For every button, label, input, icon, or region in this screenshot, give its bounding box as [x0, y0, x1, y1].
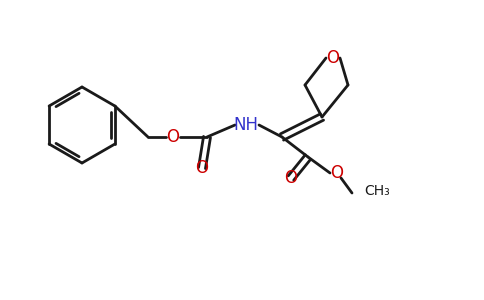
Text: CH₃: CH₃: [364, 184, 390, 198]
Text: NH: NH: [233, 116, 258, 134]
Text: O: O: [166, 128, 180, 146]
Text: O: O: [285, 169, 298, 187]
Text: O: O: [196, 159, 209, 177]
Text: O: O: [331, 164, 344, 182]
Text: O: O: [327, 49, 339, 67]
